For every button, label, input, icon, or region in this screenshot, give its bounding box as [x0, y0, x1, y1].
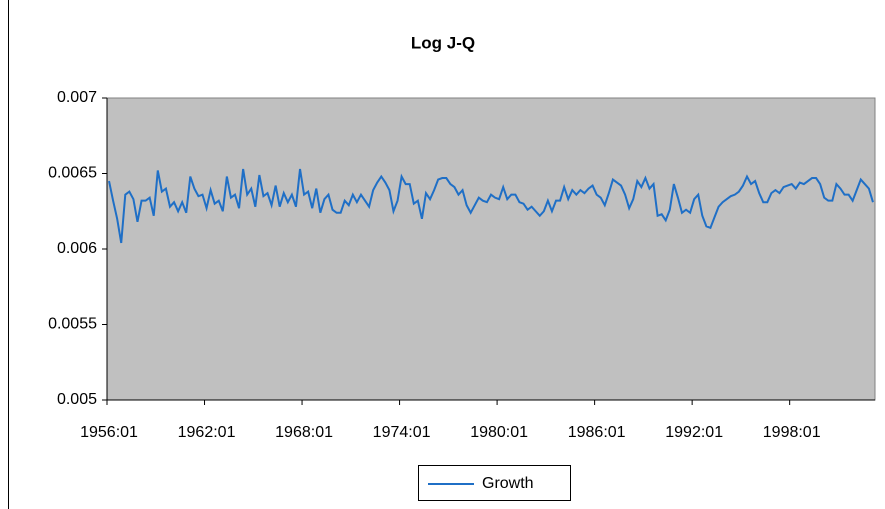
chart-title: Log J-Q [411, 33, 475, 52]
y-tick-label: 0.006 [57, 240, 97, 257]
x-tick-label: 1986:01 [568, 424, 626, 441]
y-tick-label: 0.007 [57, 89, 97, 106]
x-tick-label: 1974:01 [373, 424, 431, 441]
data-line [108, 168, 874, 244]
y-tick-label: 0.005 [57, 391, 97, 408]
x-tick-label: 1992:01 [665, 424, 723, 441]
x-tick-label: 1968:01 [275, 424, 333, 441]
x-tick-label: 1980:01 [470, 424, 528, 441]
x-tick-label: 1998:01 [763, 424, 821, 441]
plot-area [106, 97, 876, 401]
x-tick-label: 1956:01 [80, 424, 138, 441]
y-tick-label: 0.0055 [48, 316, 97, 333]
legend-label: Growth [482, 475, 534, 492]
x-tick-label: 1962:01 [178, 424, 236, 441]
y-tick-label: 0.0065 [48, 165, 97, 182]
